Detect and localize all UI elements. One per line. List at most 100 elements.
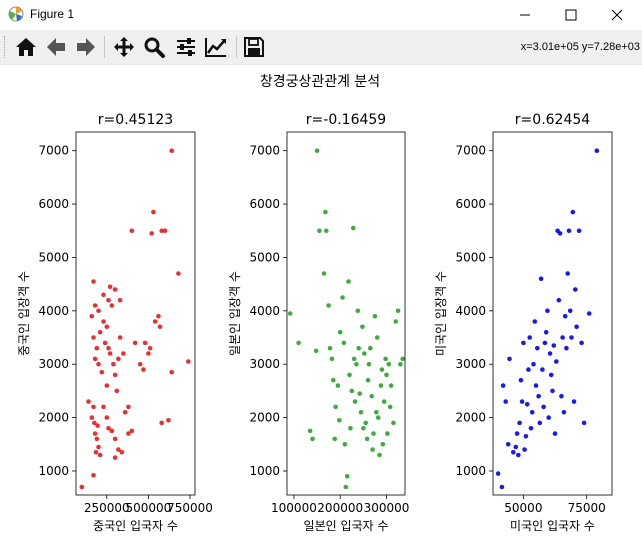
- data-point: [91, 335, 96, 340]
- data-point: [111, 361, 116, 367]
- data-point: [380, 442, 386, 447]
- data-point: [533, 383, 539, 388]
- data-point: [514, 431, 520, 436]
- data-point: [393, 319, 399, 324]
- toolbar-separator: [236, 36, 237, 58]
- data-point: [388, 383, 394, 388]
- data-point: [94, 436, 100, 442]
- data-point: [522, 447, 527, 452]
- data-point: [97, 452, 103, 458]
- data-point: [333, 404, 338, 410]
- data-point: [375, 415, 381, 420]
- data-point: [499, 484, 505, 490]
- back-button[interactable]: [44, 35, 68, 59]
- y-tick-label: 7000: [249, 144, 280, 158]
- data-point: [326, 303, 331, 308]
- data-point: [518, 377, 524, 383]
- data-point: [142, 340, 148, 346]
- y-axis-label: 중국인 입장객 수: [17, 271, 31, 356]
- data-point: [126, 404, 131, 410]
- y-tick-label: 2000: [38, 411, 69, 425]
- data-point: [523, 434, 529, 439]
- data-point: [112, 455, 118, 460]
- data-point: [106, 297, 111, 303]
- data-point: [92, 420, 97, 426]
- window-title: Figure 1: [30, 7, 75, 21]
- arrow-right-icon: [77, 38, 95, 56]
- data-point: [107, 284, 113, 290]
- data-point: [79, 484, 85, 490]
- edit-axis-button[interactable]: [204, 35, 228, 59]
- y-tick-label: 7000: [38, 144, 69, 158]
- data-point: [369, 393, 375, 399]
- data-point: [370, 447, 375, 452]
- data-point: [151, 209, 156, 215]
- data-point: [324, 228, 329, 234]
- data-point: [99, 369, 105, 375]
- subplot-3: 1000 2000 3000 4000 5000 6000 7000 50000 75000 r=…: [434, 112, 613, 533]
- data-point: [287, 311, 293, 316]
- data-point: [162, 228, 168, 234]
- minimize-button[interactable]: [502, 0, 548, 30]
- close-button[interactable]: [594, 0, 640, 30]
- data-point: [94, 345, 100, 351]
- y-tick-label: 1000: [38, 464, 69, 478]
- data-point: [340, 295, 345, 300]
- data-point: [186, 359, 191, 364]
- home-button[interactable]: [14, 35, 38, 59]
- move-icon: [114, 37, 134, 57]
- data-point: [107, 351, 113, 356]
- data-point: [327, 345, 333, 351]
- data-point: [92, 356, 98, 362]
- data-point: [351, 356, 357, 362]
- data-point: [574, 324, 579, 330]
- data-point: [104, 383, 110, 388]
- data-point: [565, 271, 570, 276]
- data-point: [379, 367, 385, 372]
- toolbar-separator: [104, 36, 105, 58]
- data-point: [106, 426, 111, 431]
- figure-svg[interactable]: 창경궁상관관계 분석 1000 2000 3000 4000 5000 6000 7000 2…: [0, 65, 642, 540]
- data-point: [331, 377, 336, 383]
- y-tick-label: 3000: [455, 357, 486, 371]
- save-button[interactable]: [242, 35, 266, 59]
- maximize-button[interactable]: [548, 0, 594, 30]
- scatter-points: [495, 148, 600, 490]
- data-point: [547, 351, 553, 356]
- data-point: [104, 415, 110, 420]
- data-point: [561, 410, 567, 415]
- data-point: [557, 231, 563, 236]
- data-point: [157, 324, 163, 330]
- data-point: [109, 428, 115, 434]
- data-point: [378, 383, 384, 388]
- configure-subplots-button[interactable]: [174, 35, 198, 59]
- data-point: [119, 450, 125, 455]
- pan-button[interactable]: [112, 35, 136, 59]
- data-point: [147, 345, 153, 351]
- figure-canvas[interactable]: 창경궁상관관계 분석 1000 2000 3000 4000 5000 6000 7000 2…: [0, 65, 642, 540]
- data-point: [372, 313, 378, 319]
- data-point: [365, 377, 371, 383]
- y-tick-label: 4000: [455, 304, 486, 318]
- data-point: [117, 297, 123, 303]
- x-tick-label: 250000: [84, 501, 130, 515]
- forward-button[interactable]: [74, 35, 98, 59]
- data-point: [296, 340, 301, 346]
- data-point: [524, 402, 530, 407]
- data-point: [551, 343, 557, 348]
- data-point: [386, 361, 392, 367]
- maximize-icon: [565, 9, 577, 21]
- data-point: [362, 351, 367, 356]
- zoom-button[interactable]: [142, 35, 166, 59]
- data-point: [92, 303, 98, 308]
- data-point: [540, 367, 545, 372]
- data-point: [89, 313, 95, 319]
- data-point: [114, 388, 120, 394]
- data-point: [95, 423, 100, 428]
- data-point: [360, 324, 365, 330]
- data-point: [384, 372, 389, 378]
- data-point: [546, 415, 551, 420]
- data-point: [571, 399, 577, 404]
- data-point: [346, 279, 351, 284]
- data-point: [112, 436, 118, 442]
